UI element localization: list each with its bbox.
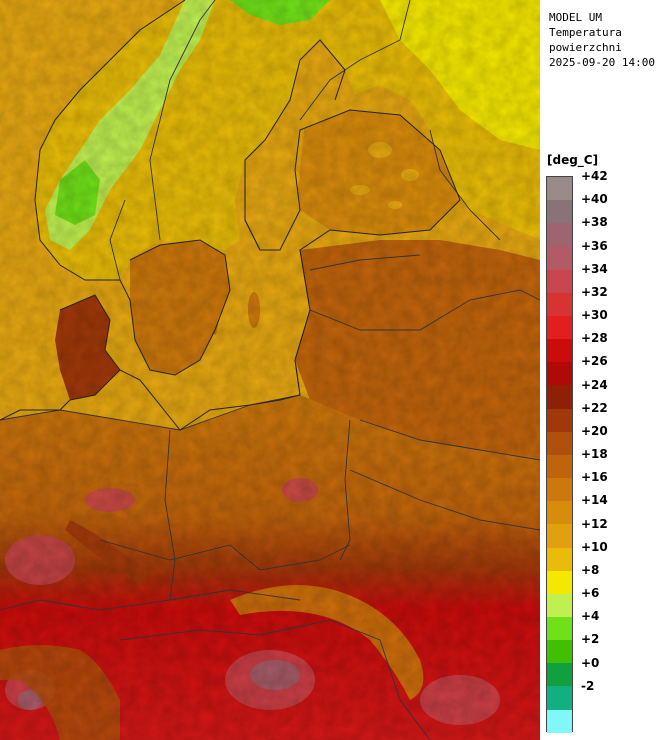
- legend-unit: [deg_C]: [547, 153, 599, 167]
- legend-swatch: [547, 593, 572, 617]
- legend-swatch: [547, 454, 572, 479]
- legend-swatch: [547, 524, 572, 548]
- legend-tick-label: +14: [581, 493, 608, 508]
- legend-tick-label: +30: [581, 308, 608, 322]
- legend-swatch: [547, 315, 572, 340]
- legend-swatch: [547, 339, 572, 363]
- map-header: MODEL UM Temperatura powierzchni 2025-09…: [549, 10, 655, 70]
- legend-tick-label: +12: [581, 516, 608, 531]
- legend-tick-label: +16: [581, 470, 608, 485]
- legend-swatch: [547, 269, 572, 293]
- legend-tick-label: +2: [581, 632, 600, 647]
- legend-tick-label: +32: [581, 284, 608, 299]
- variable-name-line2: powierzchni: [549, 41, 622, 54]
- legend-tick-label: +40: [581, 192, 608, 207]
- legend-swatch: [547, 478, 572, 502]
- legend-tick-label: +24: [581, 377, 608, 392]
- legend-tick-label: +38: [581, 215, 608, 230]
- legend-ticks: +42 +40 +38 +36 +34 +32 +30 +28 +26 +24 +22 +20 +18 +…: [573, 169, 669, 732]
- variable-name-line1: Temperatura: [549, 26, 622, 39]
- legend-tick-label: +34: [581, 261, 608, 276]
- legend-swatch: [547, 223, 572, 247]
- legend-swatch: [547, 640, 572, 664]
- model-name: MODEL UM: [549, 11, 602, 24]
- legend-swatch: [547, 547, 572, 571]
- legend-swatch: [547, 663, 572, 687]
- forecast-datetime: 2025-09-20 14:00: [549, 56, 655, 69]
- legend-swatch: [547, 246, 572, 270]
- legend-tick-label: +42: [581, 169, 608, 183]
- legend-tick-label: +6: [581, 586, 600, 600]
- legend-tick-label: +8: [581, 562, 600, 577]
- legend-swatch: [547, 177, 572, 201]
- legend-swatch: [547, 570, 572, 594]
- legend-swatch: [547, 200, 572, 224]
- legend-swatch: [547, 385, 572, 409]
- legend-tick-label: +4: [581, 609, 600, 624]
- legend-swatch: [547, 686, 572, 710]
- legend-tick-label: +20: [581, 423, 608, 438]
- legend-swatch: [547, 292, 572, 316]
- legend-tick-label: +36: [581, 238, 608, 253]
- legend-tick-label: -2: [581, 678, 595, 693]
- legend-tick-label: +28: [581, 331, 608, 346]
- coastlines: [0, 0, 461, 431]
- legend-tick-label: +18: [581, 447, 608, 461]
- legend-tick-label: +26: [581, 354, 608, 369]
- legend-swatch: [547, 501, 572, 525]
- legend-tick-label: +10: [581, 539, 608, 554]
- legend-tick-label: +22: [581, 400, 608, 415]
- legend-swatch: [547, 431, 572, 455]
- legend-swatch: [547, 408, 572, 432]
- legend-tick-label: +0: [581, 655, 600, 670]
- color-legend: [546, 176, 573, 733]
- country-borders: [0, 0, 540, 740]
- legend-swatch: [547, 616, 572, 641]
- legend-swatch: [547, 362, 572, 386]
- temperature-map[interactable]: [0, 0, 540, 740]
- map-canvas: [0, 0, 540, 740]
- texture-overlay: [0, 0, 540, 740]
- legend-swatch: [547, 709, 572, 733]
